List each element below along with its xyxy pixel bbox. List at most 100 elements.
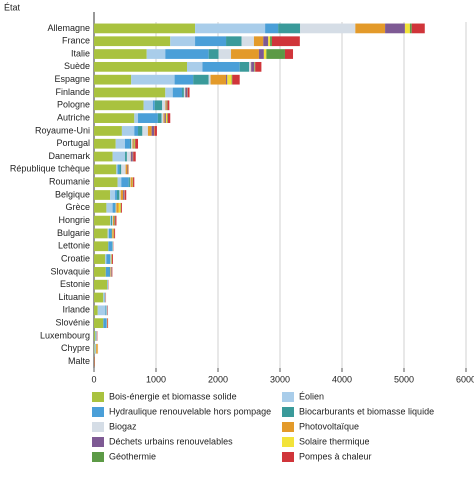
- bar-segment: [108, 229, 109, 239]
- bar-segment: [103, 318, 106, 328]
- bar-segment: [209, 49, 219, 59]
- bar-segment: [96, 344, 97, 354]
- bar-segment: [131, 139, 132, 149]
- y-tick-label: Pologne: [57, 100, 90, 110]
- bar-segment: [182, 88, 184, 98]
- x-tick-label: 2000: [208, 374, 228, 384]
- bar-segment: [158, 113, 162, 123]
- bar-segment: [113, 203, 115, 213]
- y-tick-label: Lettonie: [58, 241, 90, 251]
- bar-segment: [219, 49, 231, 59]
- bar-segment: [226, 36, 242, 46]
- y-tick-label: République tchèque: [10, 164, 90, 174]
- legend-label: Bois-énergie et biomasse solide: [109, 391, 237, 401]
- bar-segment: [94, 293, 103, 303]
- legend-swatch: [282, 452, 294, 462]
- bar-segment: [110, 216, 111, 226]
- bar-segment: [117, 190, 119, 200]
- bar-segment: [115, 190, 117, 200]
- bar-segment: [118, 165, 120, 175]
- bar-segment: [138, 113, 158, 123]
- bar-segment: [112, 216, 113, 226]
- bar-segment: [94, 280, 107, 290]
- bar-segment: [110, 267, 111, 277]
- bar-segment: [106, 305, 107, 315]
- bar-segment: [195, 24, 265, 34]
- bar-segment: [193, 75, 209, 85]
- bar-segment: [111, 216, 112, 226]
- bar-segment: [116, 165, 117, 175]
- bar-segment: [115, 216, 116, 226]
- bar-segment: [265, 24, 278, 34]
- bar-segment: [94, 100, 144, 110]
- bar-segment: [131, 152, 133, 162]
- bar-segment: [251, 62, 254, 72]
- y-tick-label: Malte: [68, 356, 90, 366]
- legend-label: Biocarburants et biomasse liquide: [299, 406, 434, 416]
- bar-segment: [127, 152, 131, 162]
- bar-segment: [112, 241, 113, 251]
- bar-segment: [188, 88, 190, 98]
- bar-segment: [112, 267, 113, 277]
- x-tick-label: 1000: [146, 374, 166, 384]
- x-tick-label: 6000: [456, 374, 474, 384]
- bar-segment: [94, 318, 103, 328]
- bar-segment: [405, 24, 410, 34]
- bar-segment: [94, 203, 106, 213]
- bar-segment: [165, 113, 166, 123]
- bar-segment: [125, 139, 130, 149]
- bar-segment: [142, 126, 148, 136]
- bar-segment: [94, 344, 95, 354]
- bar-segment: [94, 139, 116, 149]
- bar-segment: [115, 216, 116, 226]
- y-tick-label: Croatie: [61, 253, 90, 263]
- bar-segment: [94, 62, 187, 72]
- bar-segment: [105, 305, 106, 315]
- bar-segment: [121, 177, 128, 187]
- bar-segment: [152, 126, 154, 136]
- bar-segment: [113, 152, 125, 162]
- bar-segment: [165, 100, 166, 110]
- bar-segment: [209, 75, 211, 85]
- bar-segment: [144, 100, 153, 110]
- bar-segment: [119, 190, 120, 200]
- x-tick-label: 4000: [332, 374, 352, 384]
- bar-segment: [147, 49, 166, 59]
- bar-segment: [167, 113, 168, 123]
- bar-segment: [255, 62, 256, 72]
- bar-segment: [122, 126, 134, 136]
- bar-segment: [113, 216, 114, 226]
- bar-segment: [231, 49, 259, 59]
- bar-segment: [126, 165, 128, 175]
- bar-segment: [97, 344, 98, 354]
- bar-segment: [263, 36, 268, 46]
- bar-segment: [203, 62, 240, 72]
- bar-segment: [163, 113, 164, 123]
- bar-segment: [168, 113, 170, 123]
- bar-segment: [195, 36, 226, 46]
- bar-segment: [110, 190, 115, 200]
- bar-segment: [94, 229, 108, 239]
- bar-segment: [111, 229, 112, 239]
- bar-segment: [112, 254, 113, 264]
- bar-segment: [285, 49, 293, 59]
- bar-segment: [154, 126, 156, 136]
- y-tick-label: Slovénie: [55, 318, 90, 328]
- bar-segment: [106, 254, 110, 264]
- y-tick-label: Bulgarie: [57, 228, 90, 238]
- bar-segment: [121, 203, 122, 213]
- bar-segment: [240, 62, 249, 72]
- bar-segment: [254, 36, 263, 46]
- bar-segment: [110, 254, 111, 264]
- legend-swatch: [92, 407, 104, 417]
- bar-segment: [166, 113, 167, 123]
- bar-segment: [300, 24, 355, 34]
- bar-segment: [410, 24, 412, 34]
- bar-segment: [272, 36, 300, 46]
- legend-label: Déchets urbains renouvelables: [109, 436, 233, 446]
- bar-segment: [114, 229, 115, 239]
- legend-label: Biogaz: [109, 421, 137, 431]
- bar-segment: [94, 331, 95, 341]
- bar-segment: [133, 152, 135, 162]
- bar-segment: [109, 229, 111, 239]
